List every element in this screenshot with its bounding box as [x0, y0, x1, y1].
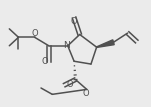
Text: O: O: [67, 80, 74, 89]
Text: N: N: [63, 41, 70, 50]
Text: O: O: [82, 89, 89, 98]
Polygon shape: [96, 40, 114, 47]
Text: O: O: [32, 29, 38, 38]
Text: O: O: [41, 57, 48, 66]
Text: O: O: [70, 17, 77, 26]
